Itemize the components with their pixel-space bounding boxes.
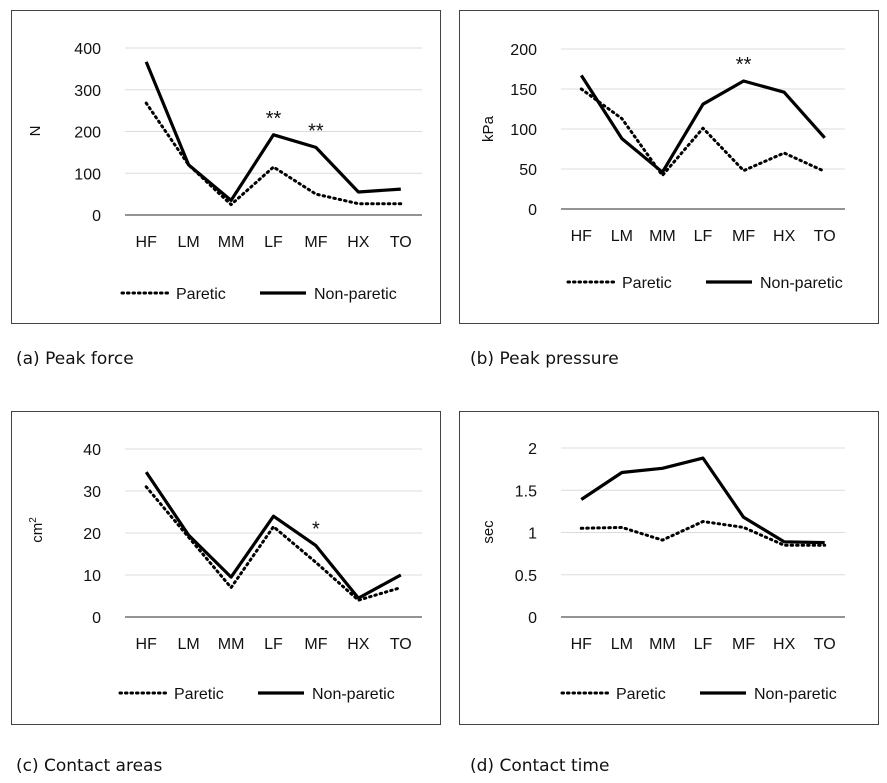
y-tick-label: 10	[83, 568, 101, 585]
significance-marker: **	[266, 108, 282, 130]
y-tick-label: 0.5	[515, 568, 537, 585]
legend-label-non-paretic: Non-paretic	[312, 686, 395, 703]
series-line-non-paretic	[144, 471, 402, 600]
x-tick-label: LF	[264, 234, 283, 251]
x-tick-label: MF	[304, 636, 327, 653]
chart-peak-pressure: 0 50 100 150 200 HF LM MM LF MF HX TO kPa ** Paretic No…	[480, 42, 845, 292]
x-tick-label: MF	[304, 234, 327, 251]
chart-contact-areas: 0 10 20 30 40 HF LM MM LF MF HX TO cm2 * Paretic Non-pa…	[28, 442, 422, 703]
x-tick-label: TO	[390, 234, 412, 251]
x-tick-label: HF	[136, 636, 158, 653]
x-tick-label: TO	[390, 636, 412, 653]
x-tick-label: MM	[218, 636, 245, 653]
x-tick-label: MM	[218, 234, 245, 251]
y-tick-label: 300	[74, 83, 101, 100]
x-tick-label: LM	[178, 636, 200, 653]
y-tick-label: 1.5	[515, 483, 537, 500]
y-tick-label: 40	[83, 442, 101, 459]
x-tick-label: LM	[611, 636, 633, 653]
x-tick-label: LM	[178, 234, 200, 251]
series-line-paretic	[579, 87, 827, 177]
chart-panel-contact-areas: 0 10 20 30 40 HF LM MM LF MF HX TO cm2 * Paretic Non-pa…	[11, 411, 441, 725]
y-axis-label: cm2	[28, 517, 46, 543]
y-axis-label: kPa	[480, 115, 497, 142]
y-tick-label: 150	[510, 82, 537, 99]
x-tick-label: MM	[649, 228, 676, 245]
x-tick-label: HX	[347, 234, 370, 251]
y-tick-label: 0	[92, 208, 101, 225]
x-tick-label: MF	[732, 636, 755, 653]
legend-label-non-paretic: Non-paretic	[314, 286, 397, 303]
chart-panel-contact-time: 0 0.5 1 1.5 2 HF LM MM LF MF HX TO sec Paretic Non-par…	[459, 411, 879, 725]
y-tick-label: 100	[74, 166, 101, 183]
series-line-paretic	[144, 101, 403, 207]
y-tick-label: 1	[528, 526, 537, 543]
legend-label-paretic: Paretic	[176, 286, 226, 303]
series-line-non-paretic	[580, 456, 825, 545]
y-tick-label: 30	[83, 484, 101, 501]
legend-label-non-paretic: Non-paretic	[754, 686, 837, 703]
significance-marker: **	[308, 120, 324, 142]
series-line-non-paretic	[579, 74, 826, 174]
x-tick-label: LF	[694, 228, 713, 245]
y-tick-label: 400	[74, 41, 101, 58]
significance-marker: *	[312, 519, 320, 541]
x-tick-label: HX	[773, 228, 796, 245]
y-tick-label: 0	[528, 610, 537, 627]
chart-panel-peak-pressure: 0 50 100 150 200 HF LM MM LF MF HX TO kPa ** Paretic No…	[459, 10, 879, 324]
y-axis-label: sec	[480, 520, 497, 544]
y-axis-label-superscript: 2	[28, 517, 39, 523]
x-tick-label: LF	[694, 636, 713, 653]
x-tick-label: HF	[571, 228, 593, 245]
chart-peak-force: 0 100 200 300 400 HF LM MM LF MF HX TO N ** ** Paretic N…	[27, 41, 422, 303]
y-tick-label: 20	[83, 526, 101, 543]
x-tick-label: LM	[611, 228, 633, 245]
y-tick-label: 2	[528, 441, 537, 458]
y-tick-label: 100	[510, 122, 537, 139]
significance-marker: **	[736, 54, 752, 76]
legend-label-non-paretic: Non-paretic	[760, 275, 843, 292]
y-tick-label: 200	[74, 125, 101, 142]
y-tick-label: 200	[510, 42, 537, 59]
legend-label-paretic: Paretic	[174, 686, 224, 703]
legend-label-paretic: Paretic	[616, 686, 666, 703]
x-tick-label: LF	[264, 636, 283, 653]
x-tick-label: MF	[732, 228, 755, 245]
y-tick-label: 0	[92, 610, 101, 627]
x-tick-label: TO	[814, 636, 836, 653]
y-tick-label: 50	[519, 162, 537, 179]
x-tick-label: HF	[571, 636, 593, 653]
caption-contact-time: (d) Contact time	[470, 756, 610, 776]
x-tick-label: TO	[814, 228, 836, 245]
series-line-paretic	[579, 520, 827, 547]
series-line-non-paretic	[144, 61, 401, 202]
x-tick-label: HX	[347, 636, 370, 653]
y-tick-label: 0	[528, 202, 537, 219]
x-tick-label: HF	[136, 234, 158, 251]
caption-peak-force: (a) Peak force	[16, 349, 134, 369]
series-line-paretic	[144, 485, 403, 602]
legend-label-paretic: Paretic	[622, 275, 672, 292]
x-tick-label: MM	[649, 636, 676, 653]
caption-peak-pressure: (b) Peak pressure	[470, 349, 619, 369]
x-tick-label: HX	[773, 636, 796, 653]
chart-panel-peak-force: 0 100 200 300 400 HF LM MM LF MF HX TO N ** ** Paretic N…	[11, 10, 441, 324]
caption-contact-areas: (c) Contact areas	[16, 756, 163, 776]
y-axis-label: N	[27, 126, 44, 137]
chart-contact-time: 0 0.5 1 1.5 2 HF LM MM LF MF HX TO sec Paretic Non-par…	[480, 441, 845, 703]
